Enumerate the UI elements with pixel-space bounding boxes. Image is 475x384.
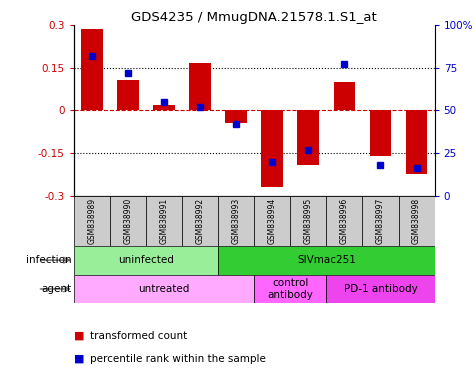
Bar [153,105,175,111]
Text: SIVmac251: SIVmac251 [297,255,356,265]
Bar [362,196,399,246]
Text: GSM838996: GSM838996 [340,198,349,244]
Text: control
antibody: control antibody [267,278,313,300]
Text: GSM838998: GSM838998 [412,198,421,244]
Bar [406,111,428,174]
Bar [182,196,218,246]
Text: GSM838993: GSM838993 [232,198,240,244]
Bar [74,196,110,246]
Text: ■: ■ [74,331,84,341]
Bar [218,246,435,275]
Text: ■: ■ [74,354,84,364]
Bar [117,81,139,111]
Text: GSM838994: GSM838994 [268,198,276,244]
Text: GSM838991: GSM838991 [160,198,168,244]
Bar [110,196,146,246]
Bar [333,82,355,111]
Text: GSM838997: GSM838997 [376,198,385,244]
Text: GSM838992: GSM838992 [196,198,204,244]
Bar [74,246,218,275]
Bar [225,111,247,123]
Title: GDS4235 / MmugDNA.21578.1.S1_at: GDS4235 / MmugDNA.21578.1.S1_at [131,11,377,24]
Bar [189,63,211,111]
Bar [81,29,103,111]
Bar [146,196,182,246]
Bar [297,111,319,164]
Text: transformed count: transformed count [90,331,188,341]
Bar [261,111,283,187]
Bar [399,196,435,246]
Text: untreated: untreated [138,284,190,294]
Bar [326,196,362,246]
Text: uninfected: uninfected [118,255,174,265]
Text: agent: agent [41,284,71,294]
Text: GSM838989: GSM838989 [87,198,96,244]
Bar [254,275,326,303]
Text: GSM838995: GSM838995 [304,198,313,244]
Bar [218,196,254,246]
Bar [326,275,435,303]
Text: infection: infection [26,255,71,265]
Text: percentile rank within the sample: percentile rank within the sample [90,354,266,364]
Bar [74,275,254,303]
Text: GSM838990: GSM838990 [124,198,132,244]
Bar [290,196,326,246]
Bar [370,111,391,156]
Text: PD-1 antibody: PD-1 antibody [343,284,418,294]
Bar [254,196,290,246]
